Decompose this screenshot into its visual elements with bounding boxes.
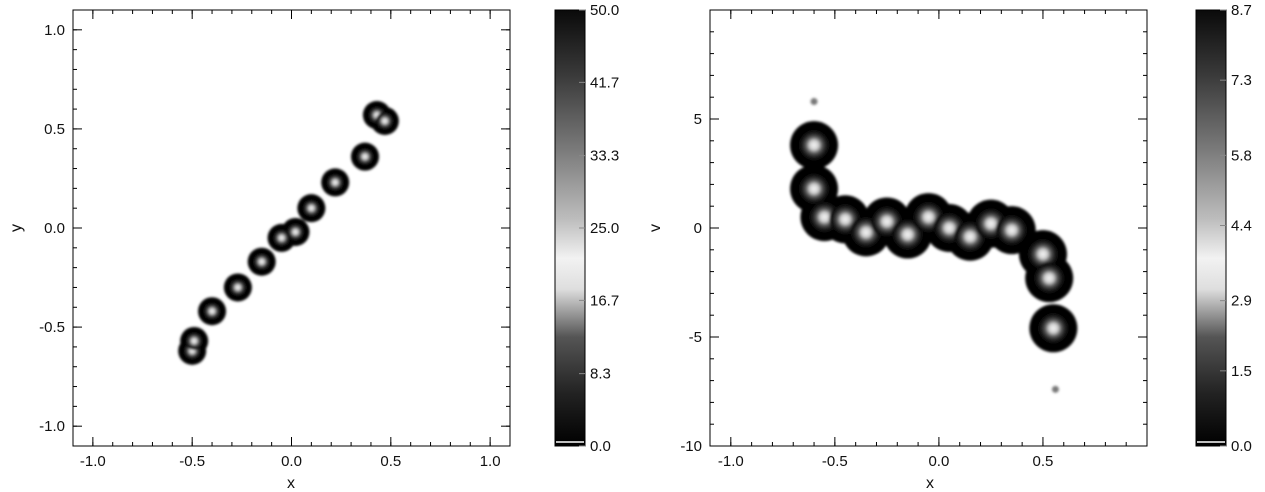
colorbar-tick-label: 2.9 (1231, 293, 1252, 310)
x-tick-label: 1.0 (480, 453, 501, 470)
density-blob (272, 228, 291, 247)
colorbar-ticks-right: 0.0 1.5 2.9 4.4 5.8 7.3 8.7 (1197, 2, 1252, 455)
colorbar-tick-label: 1.5 (1231, 363, 1252, 380)
ticks-left (72, 9, 511, 447)
colorbar-tick-label: 16.7 (590, 292, 619, 309)
colorbar-tick-label: 8.3 (590, 366, 611, 383)
density-blob (355, 147, 374, 166)
colorbar-ticks-left: 0.0 8.3 16.7 25.0 33.3 41.7 50.0 (556, 2, 619, 455)
colorbar-right (1195, 9, 1227, 447)
y-tick-label: 5 (694, 111, 702, 128)
tick-labels-left: -1.0 -0.5 0.0 0.5 1.0 -1.0 -0.5 0.0 0.5 1.0 (39, 22, 500, 470)
density-blob (185, 331, 204, 350)
y-tick-label: -5 (689, 329, 702, 346)
y-tick-label: 0 (694, 220, 702, 237)
density-blob (302, 199, 321, 218)
y-tick-label: 1.0 (44, 22, 65, 39)
density-blob (228, 278, 247, 297)
chart-panel-left: -1.0 -0.5 0.0 0.5 1.0 -1.0 -0.5 0.0 0.5 1.0 x y 0… (8, 2, 619, 492)
density-blob (1037, 312, 1070, 345)
colorbar-tick-label: 41.7 (590, 74, 619, 91)
x-axis-label-left: x (287, 475, 295, 492)
density-layer-left (178, 101, 399, 365)
density-blob (1051, 385, 1059, 393)
x-tick-label: 0.0 (928, 453, 949, 470)
colorbar-tick-label: 0.0 (590, 438, 611, 455)
y-tick-label: -10 (680, 438, 702, 455)
colorbar-tick-label: 8.7 (1231, 2, 1252, 19)
colorbar-tick-label: 4.4 (1231, 217, 1252, 234)
x-tick-label: 0.5 (1033, 453, 1054, 470)
x-tick-label: -1.0 (80, 453, 106, 470)
colorbar-tick-label: 25.0 (590, 220, 619, 237)
density-blob (1026, 238, 1059, 271)
density-blob (203, 302, 222, 321)
y-axis-label-left: y (8, 224, 25, 232)
ticks-right (709, 9, 1148, 447)
y-tick-label: 0.5 (44, 121, 65, 138)
x-tick-label: -1.0 (718, 453, 744, 470)
colorbar-tick-label: 7.3 (1231, 72, 1252, 89)
tick-labels-right: -1.0 -0.5 0.0 0.5 -10 -5 0 5 (680, 111, 1053, 470)
x-tick-label: -0.5 (179, 453, 205, 470)
colorbar-tick-label: 33.3 (590, 148, 619, 165)
x-tick-label: 0.5 (380, 453, 401, 470)
density-blob (798, 172, 831, 205)
density-blob (810, 98, 818, 106)
density-blob (375, 111, 394, 130)
chart-panel-right: -1.0 -0.5 0.0 0.5 -10 -5 0 5 x v 0.0 1.5 2.9 4.4 5.… (647, 2, 1252, 492)
colorbar-tick-label: 5.8 (1231, 147, 1252, 164)
density-blob (252, 252, 271, 271)
density-blob (326, 173, 345, 192)
x-axis-label-right: x (926, 475, 934, 492)
y-tick-label: 0.0 (44, 220, 65, 237)
y-tick-label: -1.0 (39, 418, 65, 435)
x-tick-label: -0.5 (822, 453, 848, 470)
density-blob (995, 214, 1028, 247)
density-blob (1033, 262, 1066, 295)
density-blob (286, 222, 305, 241)
x-tick-label: 0.0 (281, 453, 302, 470)
density-blob (798, 129, 831, 162)
colorbar-tick-label: 0.0 (1231, 438, 1252, 455)
density-layer-right (790, 98, 1078, 393)
y-axis-label-right: v (647, 224, 664, 232)
y-tick-label: -0.5 (39, 319, 65, 336)
colorbar-tick-label: 50.0 (590, 2, 619, 19)
